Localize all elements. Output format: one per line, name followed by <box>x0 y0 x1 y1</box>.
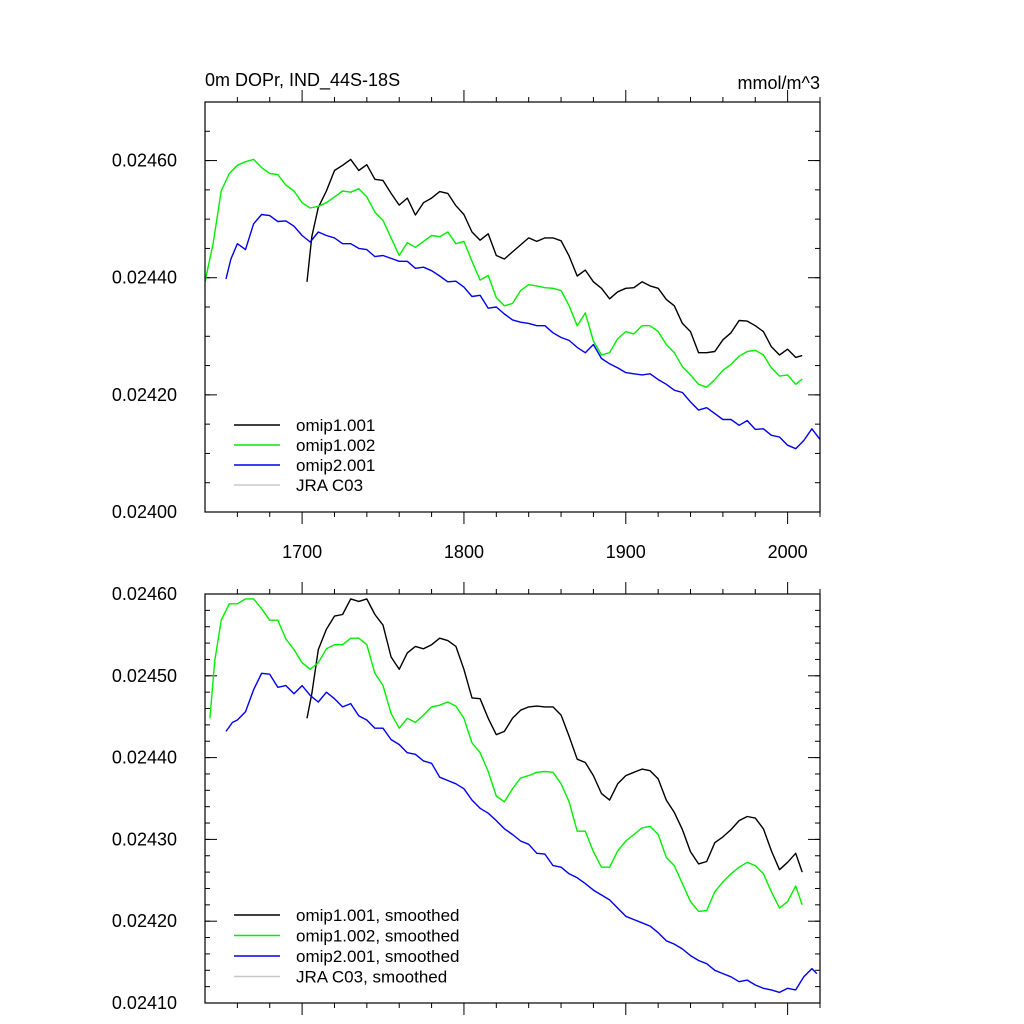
series-line <box>204 158 803 388</box>
legend-label: omip1.002 <box>296 436 375 455</box>
y-tick-label: 0.02440 <box>112 748 177 768</box>
series-line <box>306 598 803 873</box>
legend-label: JRA C03 <box>296 476 363 495</box>
series-line <box>225 213 821 450</box>
legend-label: omip1.002, smoothed <box>296 927 460 946</box>
plot-frame <box>204 593 821 1004</box>
y-tick-label: 0.02400 <box>112 502 177 522</box>
x-tick-label: 1900 <box>606 542 646 562</box>
y-tick-label: 0.02410 <box>112 993 177 1013</box>
series-line <box>225 672 818 994</box>
x-tick-label: 1800 <box>444 542 484 562</box>
legend-label: omip1.001 <box>296 416 375 435</box>
legend-label: JRA C03, smoothed <box>296 968 447 987</box>
y-tick-label: 0.02440 <box>112 268 177 288</box>
y-tick-label: 0.02460 <box>112 584 177 604</box>
bottom-panel: 0.02410 0.02420 0.02430 0.02440 0.02450 0.024… <box>112 582 821 1015</box>
x-tick-label: 1700 <box>282 542 322 562</box>
units-label: mmol/m^3 <box>738 73 820 93</box>
y-tick-label: 0.02430 <box>112 829 177 849</box>
y-tick-label: 0.02460 <box>112 151 177 171</box>
y-tick-label: 0.02420 <box>112 385 177 405</box>
y-tick-label: 0.02450 <box>112 666 177 686</box>
y-tick-label: 0.02420 <box>112 911 177 931</box>
legend-label: omip2.001 <box>296 456 375 475</box>
series-line <box>306 158 803 359</box>
legend-label: omip1.001, smoothed <box>296 906 460 925</box>
plot-frame <box>204 101 821 513</box>
top-panel: 0m DOPr, IND_44S-18S mmol/m^3 1700 1800 19… <box>112 70 821 562</box>
chart-title: 0m DOPr, IND_44S-18S <box>205 70 400 91</box>
x-tick-label: 2000 <box>768 542 808 562</box>
legend-label: omip2.001, smoothed <box>296 947 460 966</box>
series-line <box>209 598 803 913</box>
